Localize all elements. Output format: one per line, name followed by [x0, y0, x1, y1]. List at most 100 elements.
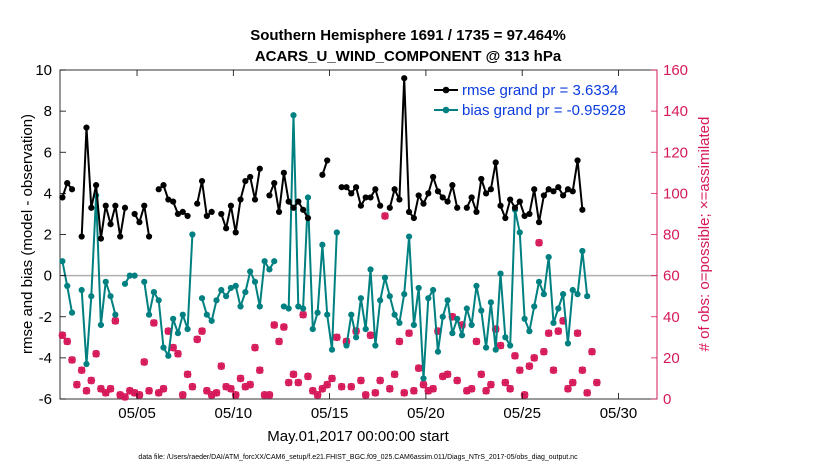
bias-point	[550, 319, 557, 327]
bias-point	[309, 325, 316, 333]
obs-possible-point	[313, 391, 322, 399]
bias-point	[170, 315, 177, 322]
obs-possible-point	[501, 378, 510, 387]
obs-assimilated-point	[535, 239, 543, 247]
bias-point	[261, 258, 268, 265]
obs-assimilated-point	[236, 374, 245, 383]
obs-assimilated-point	[150, 319, 158, 327]
obs-possible-point	[395, 337, 404, 346]
obs-possible-point	[231, 391, 240, 399]
bias-point	[377, 297, 384, 304]
obs-assimilated-point	[405, 329, 413, 337]
bias-point	[507, 342, 514, 349]
obs-assimilated-point	[169, 344, 177, 352]
bias-point	[107, 293, 114, 300]
obs-possible-point	[236, 374, 245, 383]
bias-point	[449, 330, 456, 337]
rmse-point	[564, 186, 572, 193]
obs-assimilated-point	[92, 350, 100, 358]
rmse-point	[348, 190, 355, 197]
obs-possible-point	[294, 378, 303, 387]
rmse-point	[545, 186, 552, 193]
legend-bias-marker	[442, 106, 450, 114]
bias-point	[155, 297, 162, 304]
obs-assimilated-point	[106, 385, 115, 393]
obs-assimilated-point	[68, 356, 76, 364]
obs-possible-point	[280, 323, 288, 331]
obs-assimilated-point	[299, 311, 307, 319]
x-axis-label: May.01,2017 00:00:00 start	[267, 428, 449, 445]
obs-possible-point	[183, 370, 192, 379]
obs-possible-point	[140, 358, 149, 366]
y-right-tick-label: 0	[663, 391, 671, 408]
obs-assimilated-point	[294, 378, 302, 387]
obs-assimilated-point	[516, 366, 524, 374]
rmse-point	[319, 171, 326, 178]
rmse-point	[295, 198, 302, 205]
obs-possible-point	[92, 349, 100, 358]
obs-assimilated-point	[63, 337, 71, 345]
rmse-point	[170, 198, 177, 205]
data-file-footnote: data file: /Users/raeder/DAI/ATM_forcXX/…	[138, 454, 578, 461]
rmse-point	[141, 202, 148, 209]
bias-line-segment	[283, 114, 338, 351]
bias-point	[381, 274, 389, 281]
y-right-tick-label: 160	[663, 62, 688, 79]
bias-point	[237, 303, 244, 310]
obs-possible-point	[347, 382, 356, 391]
obs-possible-point	[198, 327, 206, 335]
rmse-point	[184, 212, 191, 220]
obs-possible-point	[366, 331, 375, 340]
y-tick-label: 2	[44, 227, 52, 244]
obs-assimilated-point	[501, 378, 509, 387]
bias-point	[280, 303, 287, 310]
obs-possible-point	[289, 370, 298, 379]
obs-assimilated-point	[386, 385, 394, 393]
obs-assimilated-point	[116, 391, 124, 399]
x-tick-label: 05/30	[600, 405, 638, 422]
obs-assimilated-point	[540, 348, 548, 356]
bias-point	[405, 233, 413, 240]
obs-possible-point	[154, 388, 163, 397]
bias-point	[150, 288, 157, 296]
bias-point	[203, 311, 210, 318]
bias-point	[458, 332, 466, 339]
obs-assimilated-point	[400, 389, 408, 397]
bias-point	[569, 286, 576, 294]
obs-assimilated-point	[419, 381, 428, 389]
rmse-point	[300, 206, 307, 213]
bias-point	[386, 293, 393, 300]
obs-possible-point	[73, 380, 81, 389]
bias-point	[184, 325, 191, 333]
obs-assimilated-point	[511, 352, 519, 360]
y-tick-label: -2	[39, 309, 52, 326]
rmse-point	[155, 186, 162, 193]
obs-assimilated-point	[193, 335, 201, 343]
rmse-point	[93, 182, 100, 189]
rmse-point	[372, 186, 379, 193]
rmse-point	[68, 186, 76, 193]
rmse-point	[208, 208, 215, 215]
bias-point	[304, 194, 312, 201]
x-tick-label: 05/25	[503, 405, 541, 422]
rmse-point	[410, 214, 417, 222]
rmse-point	[415, 192, 422, 199]
rmse-point	[516, 198, 523, 205]
rmse-point	[386, 204, 393, 211]
bias-point	[198, 295, 206, 302]
bias-point	[131, 272, 138, 279]
bias-point	[227, 284, 235, 292]
rmse-point	[198, 177, 206, 185]
bias-point	[454, 315, 461, 322]
rmse-point	[357, 202, 365, 209]
y-axis-label: rmse and bias (model - observation)	[19, 114, 36, 354]
rmse-point	[218, 210, 225, 218]
rmse-point	[304, 214, 312, 222]
obs-assimilated-point	[232, 391, 240, 399]
obs-possible-point	[405, 329, 413, 338]
y-right-tick-label: 120	[663, 144, 688, 161]
rmse-point	[64, 179, 71, 187]
obs-assimilated-point	[376, 376, 384, 385]
obs-possible-point	[506, 384, 515, 393]
